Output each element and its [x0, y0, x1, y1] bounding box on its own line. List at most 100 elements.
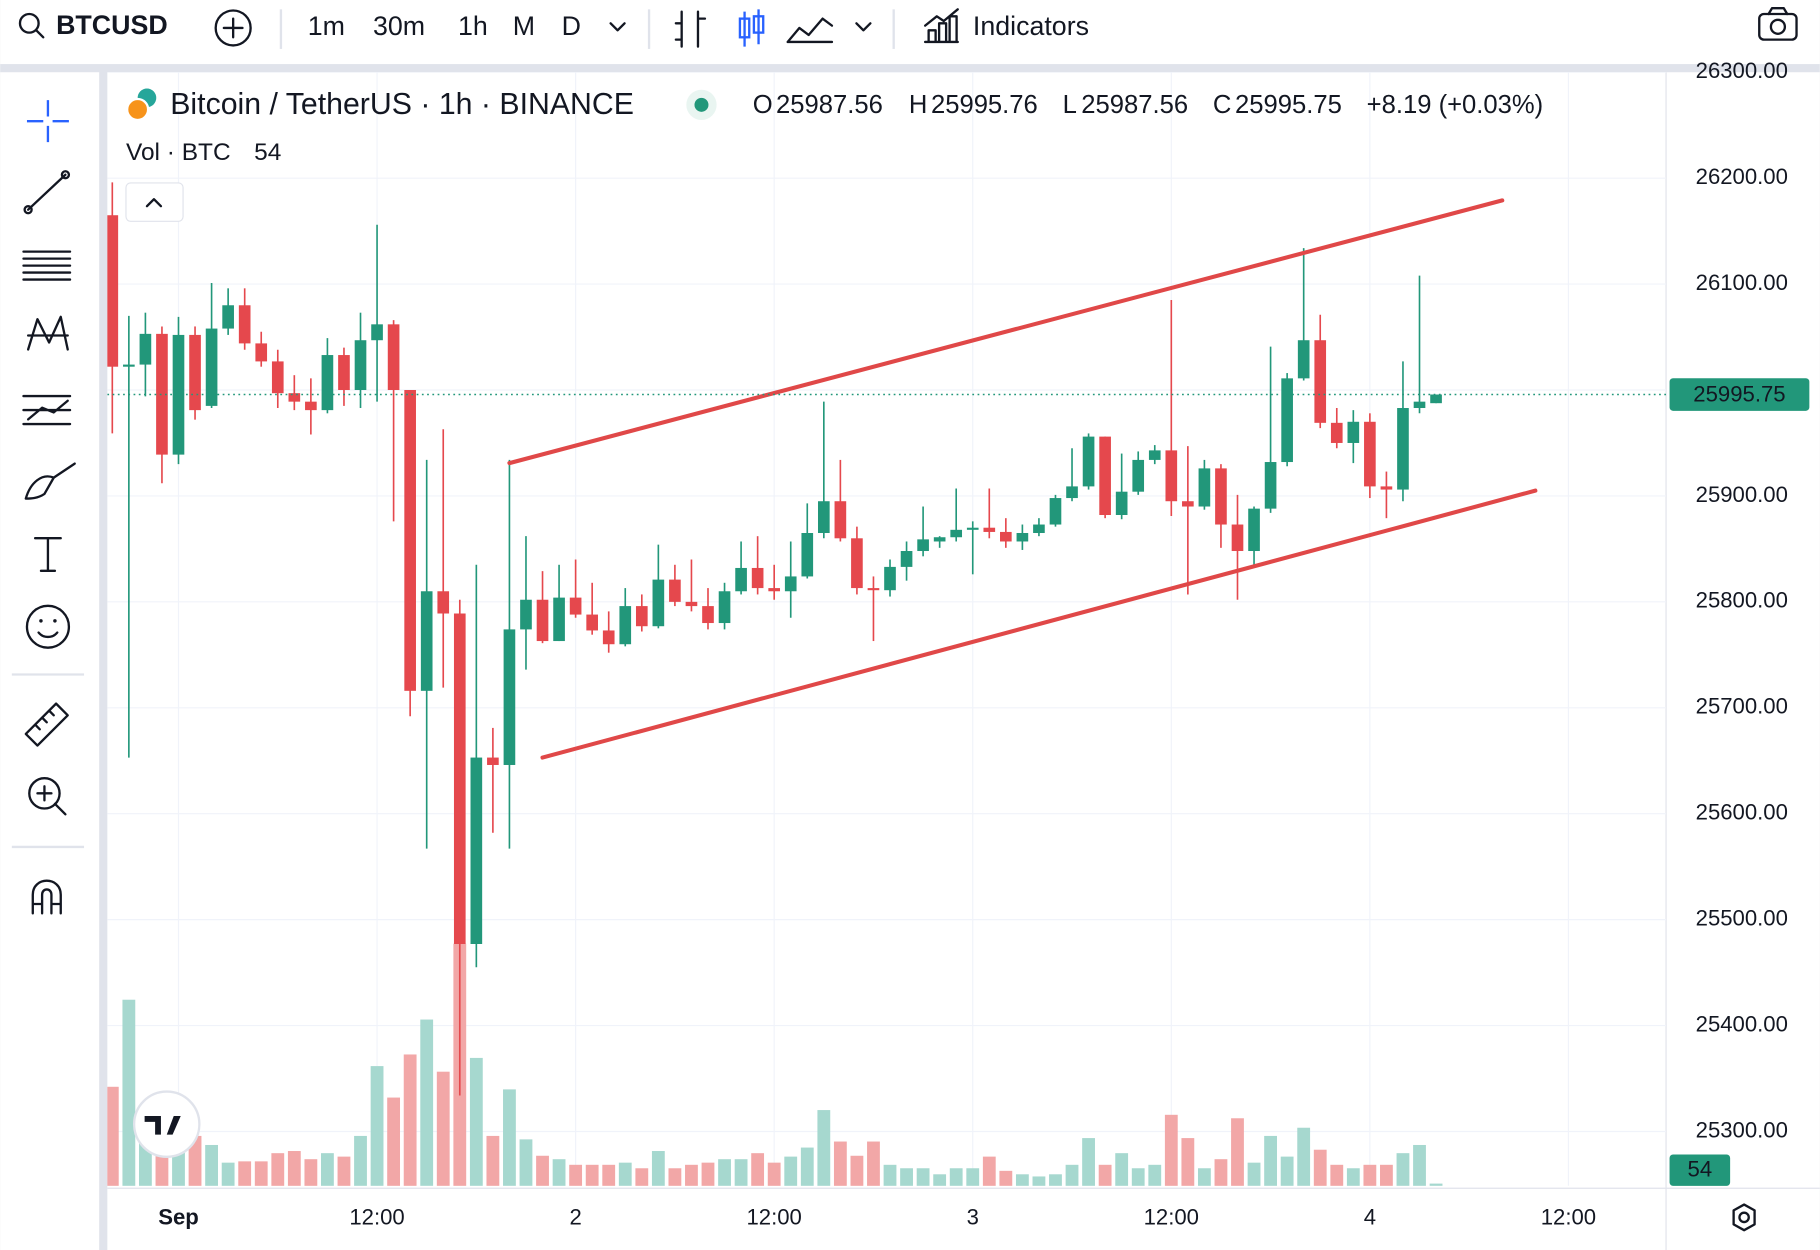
- candle-body: [503, 629, 516, 765]
- chart-type-dropdown[interactable]: [855, 22, 872, 32]
- volume-bar: [651, 1151, 665, 1186]
- tv-logo[interactable]: [132, 1090, 201, 1158]
- area-icon[interactable]: [786, 17, 834, 44]
- left-toolbar: [0, 72, 100, 1250]
- camera-icon: [1758, 12, 1798, 41]
- camera-icon: [1769, 18, 1787, 35]
- candle-body: [652, 579, 665, 627]
- volume-bar: [635, 1168, 649, 1186]
- candle-body: [470, 757, 483, 944]
- candle-body: [321, 355, 334, 411]
- ohlc-label: H: [909, 91, 928, 119]
- candle-body: [834, 501, 847, 539]
- volume-bar: [370, 1066, 384, 1186]
- volume-bar: [271, 1153, 285, 1186]
- volume-bar: [1297, 1127, 1311, 1186]
- bitcoin-icon: [125, 97, 150, 122]
- magnet-tool[interactable]: [31, 879, 62, 915]
- candle-body: [487, 757, 499, 765]
- emoji-tool: [53, 619, 57, 623]
- volume-bar: [304, 1159, 318, 1186]
- volume-bar: [982, 1156, 996, 1186]
- volume-bar: [867, 1141, 880, 1186]
- volume-bar: [337, 1156, 351, 1186]
- interval-button[interactable]: 1h: [458, 11, 488, 41]
- volume-bar: [403, 1054, 417, 1186]
- candle-body: [933, 537, 946, 542]
- candle-body: [1248, 508, 1260, 552]
- interval-button[interactable]: D: [562, 11, 581, 41]
- volume-bar: [321, 1153, 334, 1186]
- candle-body: [1132, 459, 1145, 492]
- prediction-tool[interactable]: [22, 394, 72, 426]
- candle-body: [635, 606, 648, 627]
- ohlc-label: C: [1213, 91, 1232, 119]
- interval-button[interactable]: M: [513, 11, 535, 41]
- volume-bar: [1346, 1168, 1360, 1186]
- candle-body: [553, 597, 565, 642]
- volume-bar: [1231, 1118, 1244, 1186]
- ruler-tool[interactable]: [24, 702, 69, 747]
- candle-body: [1215, 468, 1227, 525]
- pattern-tool[interactable]: [26, 315, 69, 351]
- candles-icon: [752, 15, 765, 34]
- emoji-tool[interactable]: [25, 604, 71, 649]
- x-tick-label: 12:00: [349, 1204, 404, 1229]
- candle-body: [900, 551, 913, 567]
- candle-body: [917, 539, 929, 552]
- ohlc-value: 25987.56: [776, 91, 883, 119]
- volume-tag: [1669, 1154, 1731, 1186]
- candle-body: [271, 361, 284, 394]
- candle-body: [867, 588, 880, 591]
- search-icon: [18, 12, 40, 34]
- bars-icon[interactable]: [674, 10, 707, 48]
- plot-area: [107, 72, 1667, 1186]
- volume-bar: [503, 1089, 516, 1186]
- compare-button[interactable]: [214, 9, 252, 47]
- plus-icon: [214, 9, 252, 47]
- candle-body: [685, 601, 698, 607]
- candle-body: [1066, 486, 1078, 499]
- candle-body: [1016, 533, 1029, 542]
- volume-bar: [767, 1162, 781, 1186]
- ohlc-value: 25995.75: [1235, 91, 1342, 119]
- candle-body: [718, 591, 731, 624]
- volume-bar: [751, 1153, 765, 1186]
- interval-button[interactable]: 30m: [373, 11, 425, 41]
- candle-body: [966, 527, 979, 530]
- symbol-search[interactable]: BTCUSD: [18, 10, 168, 40]
- crosshair-tool[interactable]: [26, 100, 69, 143]
- volume-bar: [1098, 1164, 1112, 1186]
- collapse-button[interactable]: [125, 182, 184, 222]
- volume-bar: [1115, 1153, 1129, 1186]
- candle-body: [1148, 450, 1161, 460]
- settings-icon[interactable]: [1738, 1211, 1750, 1224]
- candle-body: [1330, 422, 1343, 443]
- candle-body: [1198, 468, 1211, 507]
- volume-bar: [966, 1168, 980, 1186]
- volume-bar: [1380, 1164, 1393, 1186]
- volume-bar: [221, 1162, 235, 1186]
- volume-bar: [436, 1071, 450, 1186]
- volume-bar: [1280, 1156, 1294, 1186]
- indicators-button[interactable]: Indicators: [923, 8, 1089, 44]
- y-tick-label: 25800.00: [1696, 588, 1788, 613]
- x-tick-label: 3: [967, 1204, 979, 1229]
- trendline-tool[interactable]: [26, 173, 67, 211]
- interval-button[interactable]: 1m: [308, 11, 345, 41]
- volume-tag-label: 54: [1688, 1157, 1713, 1182]
- candle-body: [420, 591, 433, 691]
- zoom-tool[interactable]: [28, 777, 61, 810]
- text-tool[interactable]: [33, 537, 62, 572]
- volume-bar: [1363, 1164, 1377, 1186]
- volume-bar: [949, 1168, 963, 1186]
- candles-icon: [738, 17, 751, 39]
- snapshot-button[interactable]: [1758, 6, 1798, 41]
- interval-dropdown[interactable]: [609, 22, 626, 32]
- ohlc-label: L: [1063, 91, 1077, 119]
- volume-bar: [685, 1164, 698, 1186]
- brush-tool[interactable]: [24, 462, 76, 500]
- settings-icon: [1732, 1203, 1756, 1232]
- ohlc-value: 25987.56: [1081, 91, 1188, 119]
- fib-tool[interactable]: [22, 250, 72, 281]
